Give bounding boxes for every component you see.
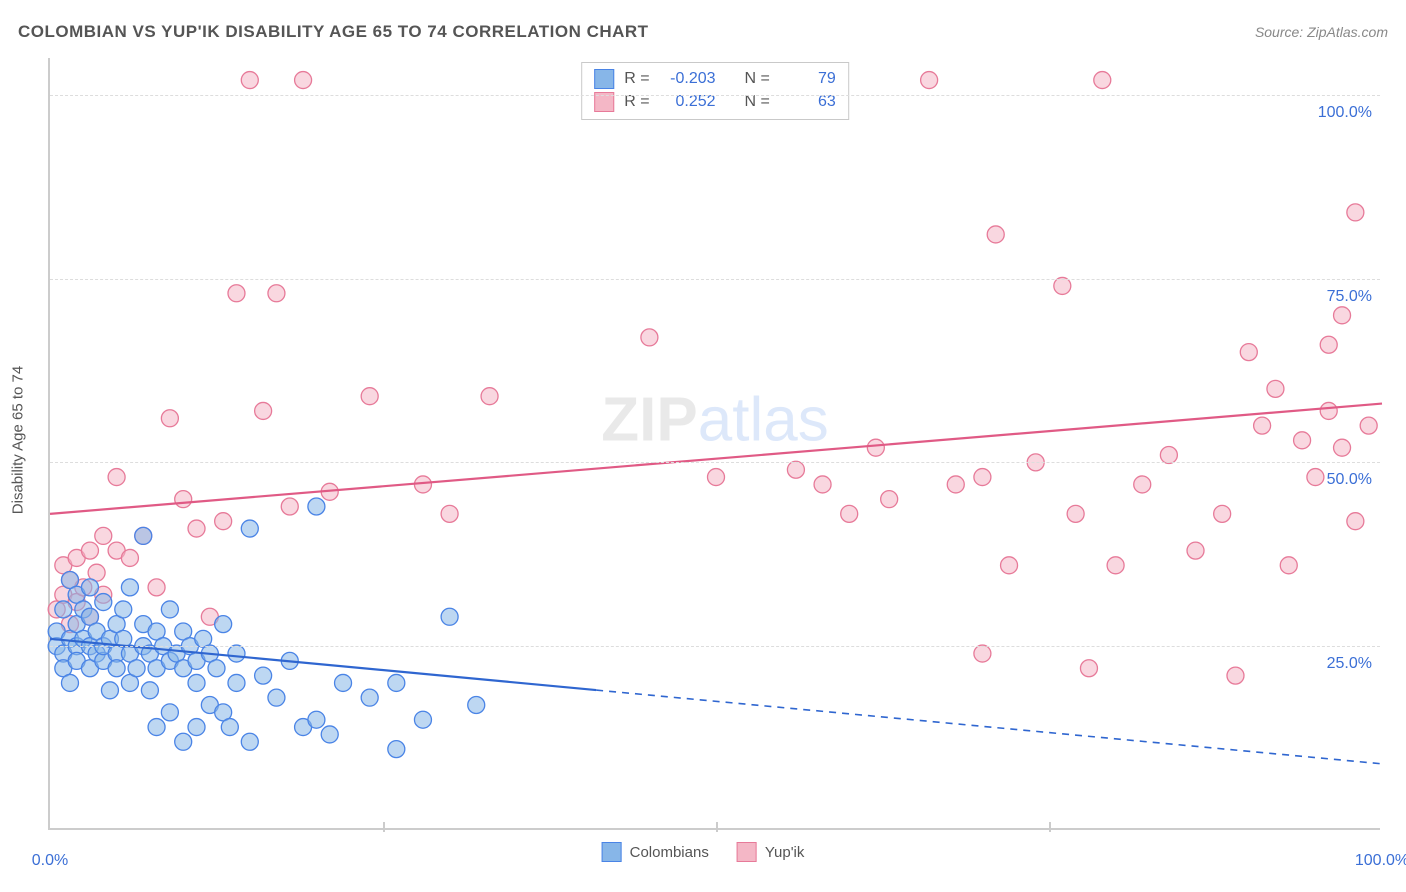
scatter-chart: ZIPatlas R = -0.203 N = 79 R = 0.252 N =…	[48, 58, 1380, 830]
legend-item-yupik: Yup'ik	[737, 842, 805, 862]
plot-svg	[50, 58, 1380, 828]
stats-row-0: R = -0.203 N = 79	[594, 67, 836, 90]
gridline	[50, 646, 1380, 647]
swatch-colombians	[594, 69, 614, 89]
y-axis-title: Disability Age 65 to 74	[10, 366, 27, 514]
gridline	[50, 95, 1380, 96]
legend-swatch-colombians	[602, 842, 622, 862]
chart-header: COLOMBIAN VS YUP'IK DISABILITY AGE 65 TO…	[18, 22, 1388, 42]
x-tick	[716, 822, 718, 832]
y-tick-label: 25.0%	[1327, 655, 1372, 673]
y-tick-label: 100.0%	[1318, 104, 1372, 122]
y-tick-label: 75.0%	[1327, 288, 1372, 306]
stats-box: R = -0.203 N = 79 R = 0.252 N = 63	[581, 62, 849, 120]
stats-row-1: R = 0.252 N = 63	[594, 90, 836, 113]
legend-swatch-yupik	[737, 842, 757, 862]
x-tick	[383, 822, 385, 832]
x-tick-label: 100.0%	[1355, 852, 1406, 870]
gridline	[50, 462, 1380, 463]
legend-item-colombians: Colombians	[602, 842, 709, 862]
chart-title: COLOMBIAN VS YUP'IK DISABILITY AGE 65 TO…	[18, 22, 649, 42]
chart-legend: Colombians Yup'ik	[602, 842, 805, 862]
chart-source: Source: ZipAtlas.com	[1255, 24, 1388, 40]
x-tick-label: 0.0%	[32, 852, 68, 870]
y-tick-label: 50.0%	[1327, 471, 1372, 489]
gridline	[50, 279, 1380, 280]
x-tick	[1049, 822, 1051, 832]
